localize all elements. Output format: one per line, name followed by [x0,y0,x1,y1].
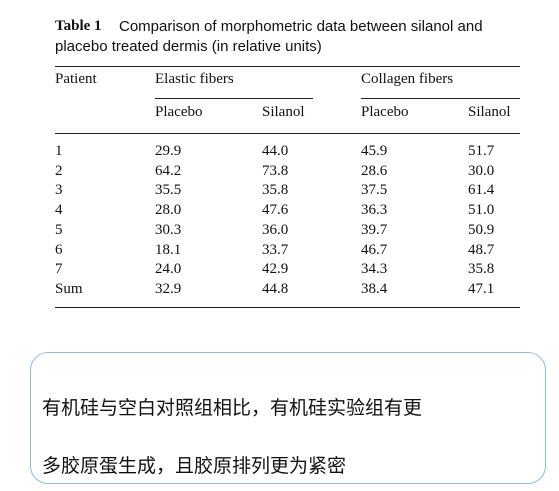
cell: 42.9 [262,261,289,278]
cell: 64.2 [155,162,182,179]
cell: 38.4 [361,280,388,297]
note-text: 有机硅与空白对照组相比，有机硅实验组有更 [42,397,423,419]
group-header: Collagen fibers [361,71,454,87]
cell: 47.1 [468,280,495,297]
row-label: 4 [55,202,63,219]
cell: 34.3 [361,261,388,278]
rule [155,98,313,99]
caption: placebo treated dermis (in relative unit… [55,38,322,55]
note-box [30,352,546,484]
cell: 73.8 [262,162,289,179]
cell: 48.7 [468,241,495,258]
note-text: 多胶原蛋生成，且胶原排列更为紧密 [42,455,347,477]
cell: 28.6 [361,162,388,179]
column-header: Patient [55,71,97,87]
rule [55,66,520,67]
cell: 44.0 [262,143,289,159]
row-label: 2 [55,162,63,179]
cell: 47.6 [262,202,289,219]
cell: 32.9 [155,280,182,297]
cell: 36.0 [262,221,289,238]
cell: 45.9 [361,143,388,159]
cell: 18.1 [155,241,182,258]
row-label: Sum [55,280,83,297]
rule [55,133,520,134]
cell: 51.0 [468,202,495,219]
row-label: 3 [55,182,63,199]
cell: 30.3 [155,221,182,238]
subheader: Silanol [468,104,511,120]
subheader: Silanol [262,104,305,120]
cell: 35.8 [468,261,495,278]
cell: 35.8 [262,182,289,199]
cell: 61.4 [468,182,495,199]
cell: 44.8 [262,280,289,297]
cell: 36.3 [361,202,388,219]
cell: 39.7 [361,221,388,238]
rule [55,307,520,308]
group-header: Elastic fibers [155,71,234,87]
row-label: 7 [55,261,63,278]
cell: 51.7 [468,143,495,159]
cell: 50.9 [468,221,495,238]
cell: 46.7 [361,241,388,258]
subheader: Placebo [155,104,203,120]
rule [361,98,520,99]
cell: 35.5 [155,182,182,199]
row-label: 6 [55,241,63,258]
cell: 28.0 [155,202,182,219]
table-label: Table 1 [55,18,102,34]
cell: 29.9 [155,143,182,159]
row-label: 5 [55,221,63,238]
cell: 30.0 [468,162,495,179]
caption: Comparison of morphometric data between … [119,18,483,35]
cell: 33.7 [262,241,289,258]
row-label: 1 [55,143,63,159]
cell: 37.5 [361,182,388,199]
subheader: Placebo [361,104,409,120]
cell: 24.0 [155,261,182,278]
